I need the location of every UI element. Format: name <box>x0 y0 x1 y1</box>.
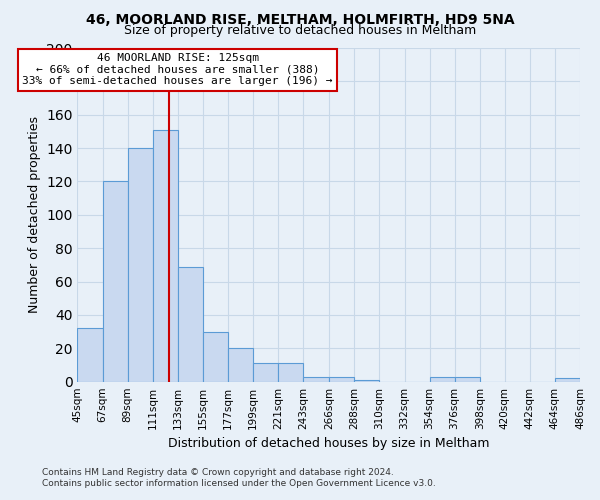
Bar <box>228 348 253 382</box>
Bar <box>152 130 178 382</box>
Bar <box>278 364 303 382</box>
Text: Contains HM Land Registry data © Crown copyright and database right 2024.
Contai: Contains HM Land Registry data © Crown c… <box>42 468 436 487</box>
Bar <box>178 266 203 382</box>
Bar <box>77 328 103 382</box>
Text: 46, MOORLAND RISE, MELTHAM, HOLMFIRTH, HD9 5NA: 46, MOORLAND RISE, MELTHAM, HOLMFIRTH, H… <box>86 12 514 26</box>
Bar <box>355 380 379 382</box>
Bar <box>128 148 152 382</box>
Bar <box>203 332 228 382</box>
Bar <box>253 364 278 382</box>
Bar <box>430 376 455 382</box>
Text: Size of property relative to detached houses in Meltham: Size of property relative to detached ho… <box>124 24 476 37</box>
Y-axis label: Number of detached properties: Number of detached properties <box>28 116 41 314</box>
Bar <box>103 182 128 382</box>
Text: 46 MOORLAND RISE: 125sqm
← 66% of detached houses are smaller (388)
33% of semi-: 46 MOORLAND RISE: 125sqm ← 66% of detach… <box>22 53 333 86</box>
Bar <box>303 376 329 382</box>
Bar <box>455 376 480 382</box>
X-axis label: Distribution of detached houses by size in Meltham: Distribution of detached houses by size … <box>168 437 490 450</box>
Bar <box>329 376 355 382</box>
Bar <box>555 378 580 382</box>
